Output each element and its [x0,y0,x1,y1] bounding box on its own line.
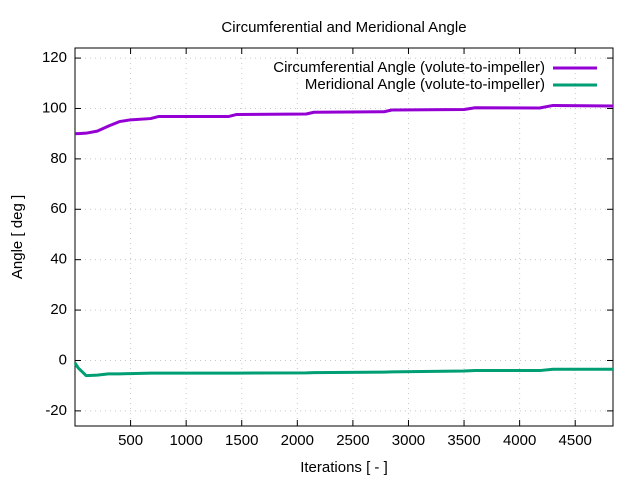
series-line [73,362,613,378]
y-tick-label: 40 [50,251,67,268]
y-tick-label: 100 [42,99,67,116]
plot-border [74,47,614,427]
x-tick-label: 4500 [559,432,592,449]
chart-title: Circumferential and Meridional Angle [221,19,466,36]
y-tick-label: 20 [50,301,67,318]
y-tick-label: -20 [45,402,67,419]
y-tick-label: 80 [50,150,67,167]
y-axis-label: Angle [ deg ] [9,195,26,279]
series-line [75,103,614,136]
x-tick-label: 3500 [447,432,480,449]
x-tick-label: 4000 [503,432,536,449]
legend-label: Circumferential Angle (volute-to-impelle… [273,59,545,76]
x-axis-label: Iterations [ - ] [300,459,388,476]
y-tick-label: 120 [42,49,67,66]
x-tick-label: 2500 [336,432,369,449]
x-tick-label: 3000 [392,432,425,449]
x-tick-label: 1000 [169,432,202,449]
x-tick-label: 500 [118,432,143,449]
x-tick-label: 2000 [281,432,314,449]
x-tick-label: 1500 [225,432,258,449]
y-tick-label: 60 [50,200,67,217]
legend-label: Meridional Angle (volute-to-impeller) [305,76,545,93]
y-tick-label: 0 [59,351,67,368]
